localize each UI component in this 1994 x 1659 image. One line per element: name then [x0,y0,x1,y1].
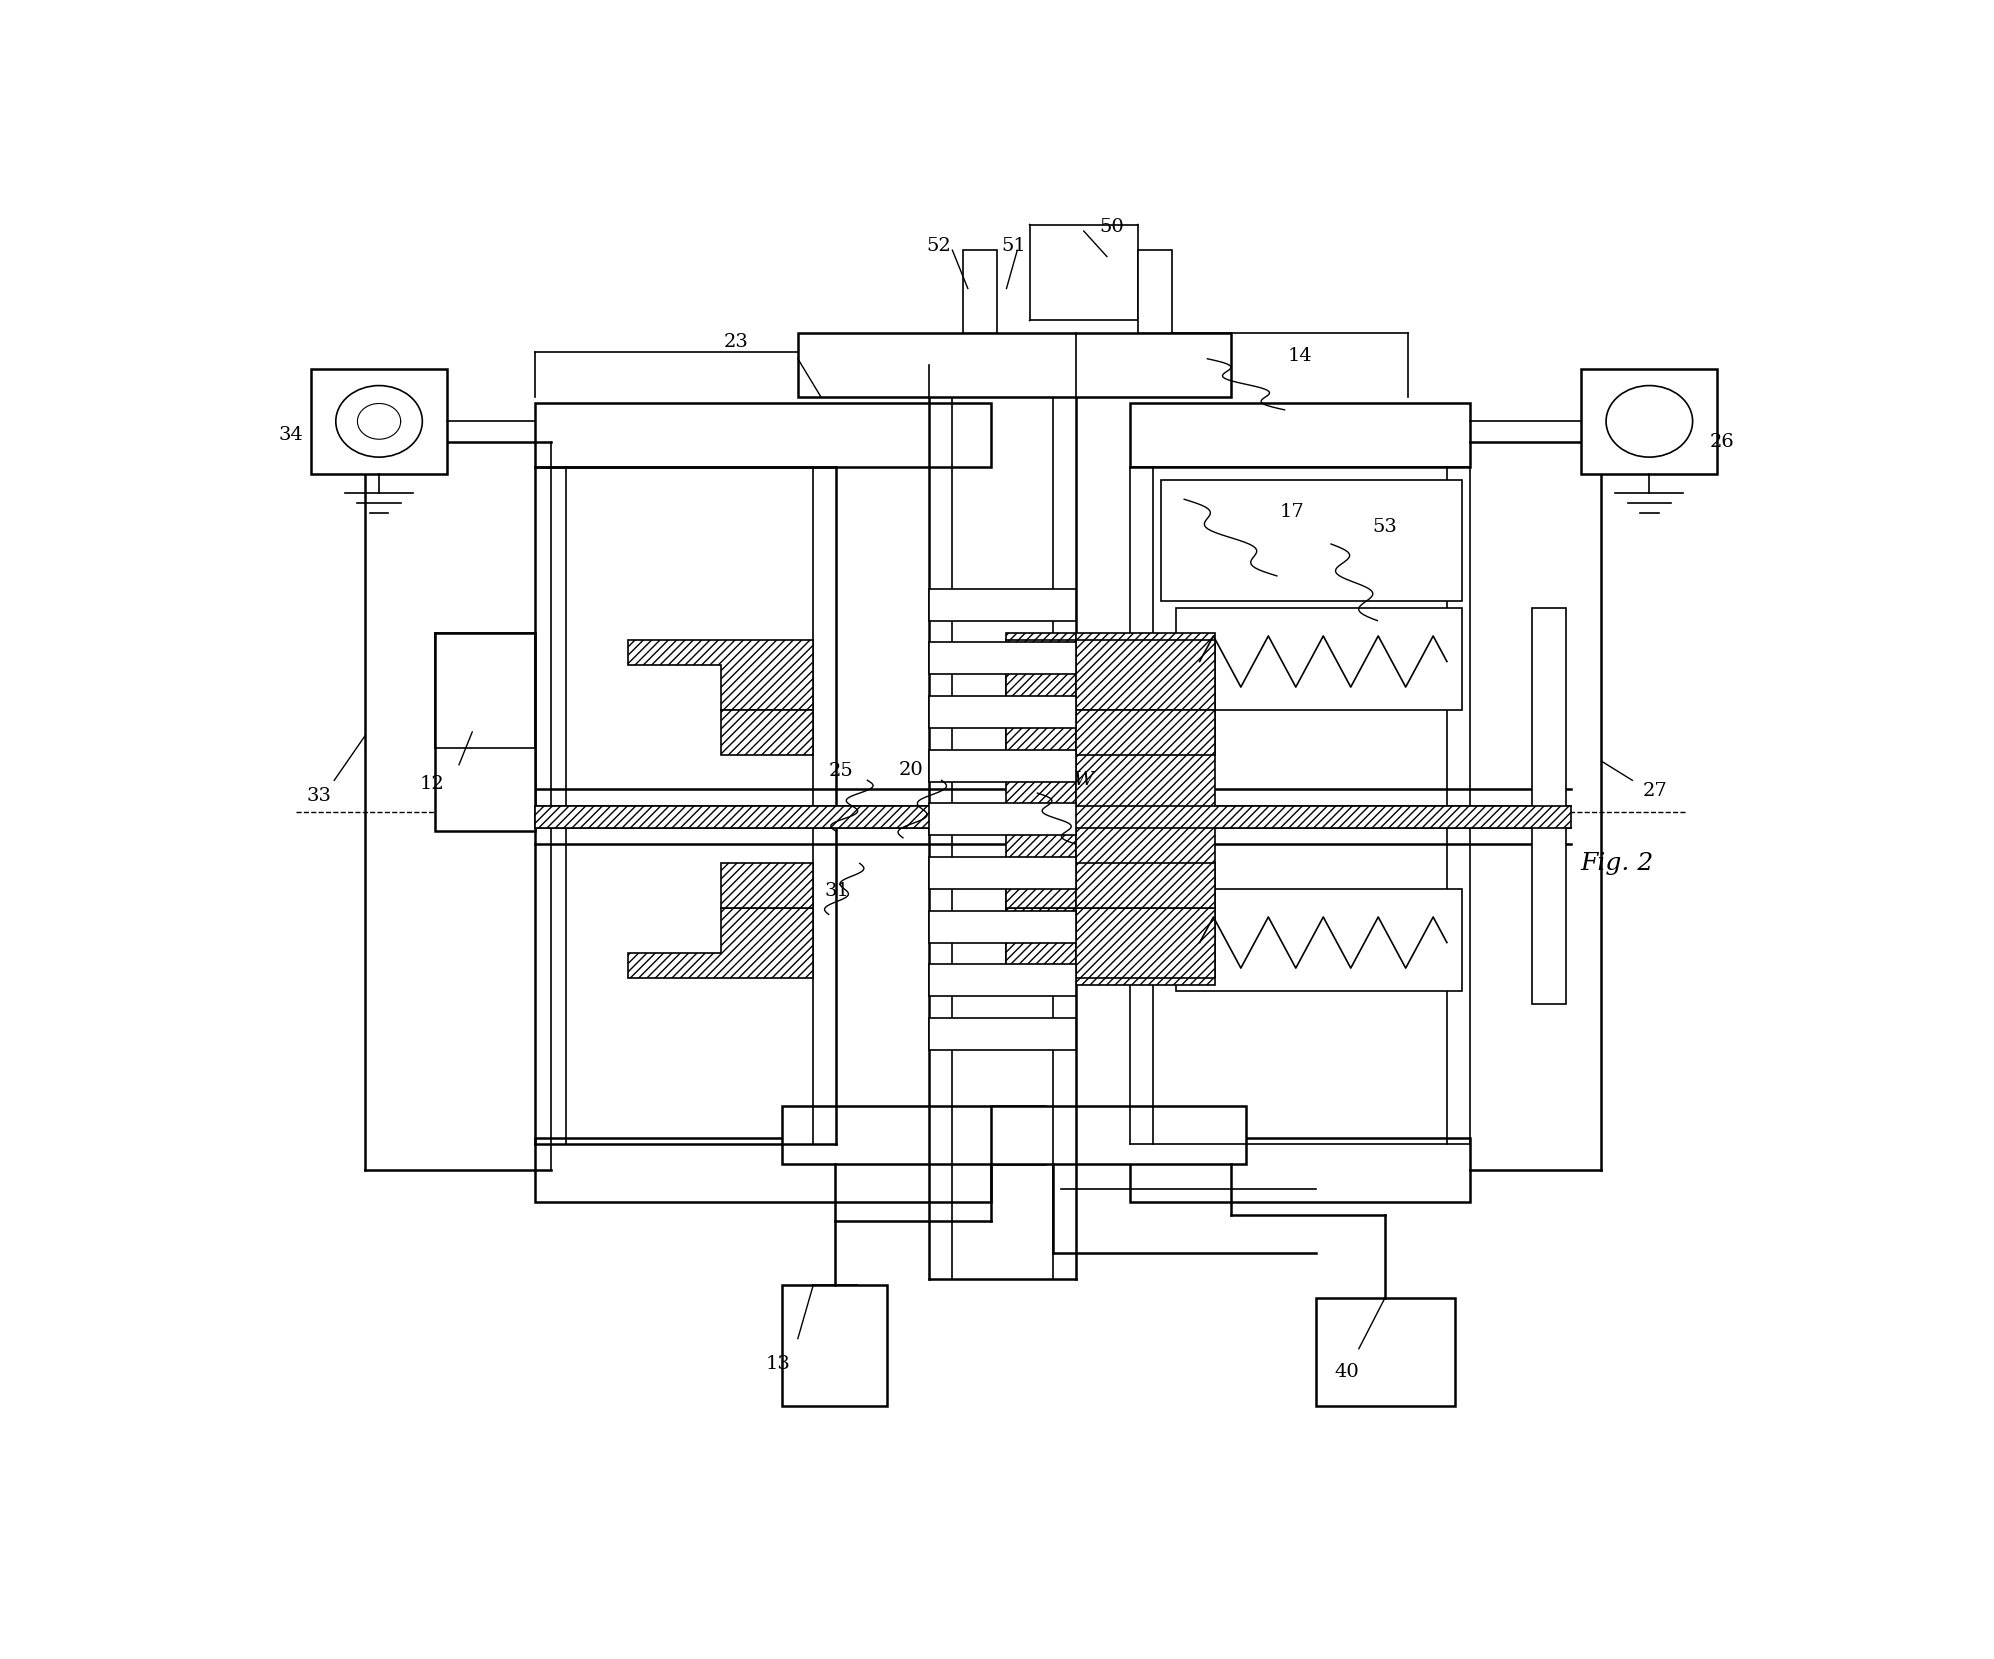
Polygon shape [1007,634,1077,985]
Text: 25: 25 [830,763,853,780]
Text: 26: 26 [1709,433,1735,451]
Text: 50: 50 [1099,219,1125,236]
Text: 53: 53 [1372,518,1398,536]
Bar [929,642,1077,674]
Polygon shape [1077,863,1214,907]
Text: 17: 17 [1280,503,1304,521]
Bar [929,964,1077,995]
Text: 34: 34 [279,426,303,445]
Polygon shape [1077,907,1214,979]
Bar [1139,251,1172,333]
Bar [929,858,1077,889]
Text: 52: 52 [925,237,951,255]
Bar [929,697,1077,728]
Bar [1581,368,1717,474]
Text: 31: 31 [824,883,849,901]
Polygon shape [534,806,1571,828]
Text: Fig. 2: Fig. 2 [1581,851,1653,874]
Bar [929,750,1077,781]
Text: 51: 51 [1001,237,1027,255]
Text: 12: 12 [419,775,445,793]
Text: 27: 27 [1643,781,1667,800]
Text: 14: 14 [1288,347,1312,365]
Bar [1131,403,1470,468]
Polygon shape [1007,907,1077,979]
Bar [963,251,997,333]
Bar [782,1107,1045,1163]
Bar [929,1019,1077,1050]
Bar [1029,224,1139,320]
Polygon shape [720,710,814,755]
Bar [929,803,1077,834]
Text: W: W [1073,771,1095,790]
Bar [782,1284,887,1407]
Bar [1176,889,1462,990]
Polygon shape [1077,640,1214,710]
Polygon shape [1007,863,1077,907]
Text: 20: 20 [897,761,923,780]
Bar [1161,479,1462,602]
Bar [435,634,534,831]
Text: 23: 23 [724,333,748,352]
Bar [1531,607,1565,1004]
Bar [534,403,991,468]
Polygon shape [1077,634,1214,985]
Text: 13: 13 [766,1355,790,1374]
Polygon shape [628,907,814,979]
Polygon shape [1077,710,1214,755]
Bar [991,1107,1246,1163]
Bar [311,368,447,474]
Text: 33: 33 [307,786,331,805]
Bar [1131,1138,1470,1201]
Bar [534,1138,991,1201]
Polygon shape [1007,710,1077,755]
Bar [929,589,1077,620]
Bar [929,911,1077,942]
Bar [798,333,1230,397]
Polygon shape [720,863,814,907]
Text: 40: 40 [1334,1362,1358,1380]
Bar [1316,1297,1454,1407]
Polygon shape [628,640,814,710]
Polygon shape [1007,640,1077,710]
Bar [1176,607,1462,710]
